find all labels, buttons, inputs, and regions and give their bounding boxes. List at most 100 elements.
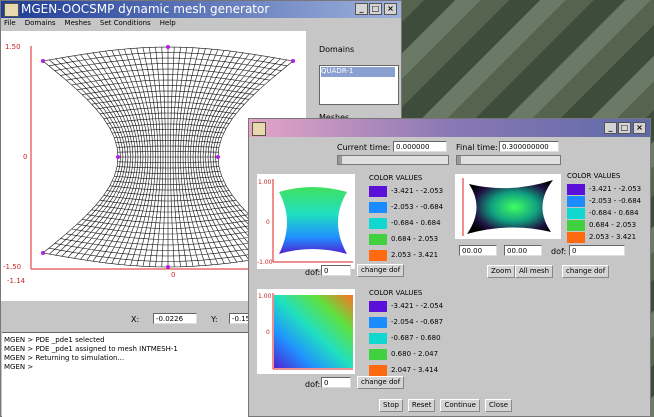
mesh-line	[99, 199, 237, 207]
mesh-line	[76, 223, 260, 235]
legend-label: 2.047 - 3.414	[391, 366, 439, 374]
dof[interactable]: 0	[321, 265, 351, 276]
current-time[interactable]: 0.000000	[393, 141, 447, 152]
mesh-line	[117, 151, 219, 153]
surface-plot	[455, 174, 561, 239]
menu-item[interactable]: Set Conditions	[99, 19, 151, 27]
mesh-line	[54, 57, 282, 71]
button[interactable]: Stop	[379, 399, 403, 412]
mesh-line	[117, 161, 219, 163]
button[interactable]: Reset	[407, 399, 436, 412]
mesh-line	[71, 74, 265, 86]
mesh-node	[41, 59, 45, 63]
mesh-line	[48, 52, 288, 67]
legend-swatch	[567, 232, 585, 243]
legend-label: -2.053 - -0.684	[391, 203, 444, 211]
mesh-line	[91, 96, 245, 105]
view-angle[interactable]: 00.00	[459, 245, 497, 256]
legend-swatch	[369, 234, 387, 245]
legend-swatch	[369, 349, 387, 360]
button[interactable]: Close	[484, 399, 513, 412]
title-bar	[1, 1, 401, 18]
dof-label: dof:	[305, 380, 321, 389]
legend-title: COLOR VALUES	[567, 172, 621, 180]
legend-label: 2.053 - 3.421	[589, 233, 637, 241]
legend-label: 0.684 - 2.053	[391, 235, 439, 243]
button[interactable]: change dof	[357, 376, 405, 389]
current-time-label: Current time:	[337, 143, 391, 152]
legend-swatch	[369, 365, 387, 376]
menu-item[interactable]: Meshes	[64, 19, 91, 27]
x-label: 0	[171, 271, 175, 279]
close[interactable]: ×	[633, 122, 646, 134]
x-label: -1.14	[7, 277, 26, 285]
legend-swatch	[369, 317, 387, 328]
button[interactable]: change dof	[357, 264, 405, 277]
y-label: -1.50	[3, 263, 21, 271]
x-coord-label: X:	[131, 315, 140, 324]
x-coord[interactable]: -0.0226	[153, 313, 197, 324]
dof[interactable]: 0	[321, 377, 351, 388]
mesh-line	[71, 228, 265, 240]
mesh-line	[60, 238, 276, 251]
legend-label: -0.684 - 0.684	[391, 219, 441, 227]
menu-item[interactable]: Domains	[24, 19, 56, 27]
mesh-line	[106, 190, 230, 196]
legend-swatch	[567, 196, 585, 207]
mesh-line	[115, 171, 221, 174]
minimize[interactable]: _	[604, 122, 617, 134]
console-line: MGEN >	[4, 363, 34, 371]
legend-swatch	[369, 301, 387, 312]
menu-item[interactable]: Help	[159, 19, 176, 27]
dof-label: dof:	[305, 268, 321, 277]
console-line: MGEN > Returning to simulation...	[4, 354, 125, 362]
view-angle[interactable]: 00.00	[504, 245, 542, 256]
meshes-label: Meshes	[319, 113, 349, 122]
legend-label: -0.687 - 0.680	[391, 334, 441, 342]
mesh-line	[82, 85, 254, 95]
button[interactable]: Continue	[440, 399, 480, 412]
console-line: MGEN > PDE _pde1 selected	[4, 336, 105, 344]
dof[interactable]: 0	[569, 245, 625, 256]
legend-title: COLOR VALUES	[369, 174, 423, 182]
field-plot: 1.00 0 -1.00	[257, 174, 355, 269]
mesh-node	[116, 155, 120, 159]
legend-label: 2.053 - 3.421	[391, 251, 439, 259]
mesh-line	[91, 209, 245, 218]
app-icon	[4, 3, 19, 17]
legend-swatch	[369, 186, 387, 197]
final-time[interactable]: 0.300000000	[499, 141, 559, 152]
mesh-line	[95, 204, 241, 213]
domain-item[interactable]: QUADR-1	[321, 67, 395, 77]
mesh-line	[109, 185, 227, 191]
legend-label: 0.684 - 2.053	[589, 221, 637, 229]
mesh-line	[87, 90, 249, 100]
button[interactable]: change dof	[562, 265, 610, 278]
mesh-line	[112, 180, 224, 185]
button[interactable]: All mesh	[515, 265, 554, 278]
legend-label: -3.421 - -2.053	[391, 187, 444, 195]
final-slider[interactable]	[456, 155, 561, 165]
legend-swatch	[369, 250, 387, 261]
y-label: 1.00	[258, 179, 272, 186]
y-label: 1.00	[258, 293, 272, 300]
app-icon	[252, 122, 266, 136]
legend-swatch	[369, 202, 387, 213]
mesh-line	[76, 79, 260, 91]
maximize[interactable]: □	[618, 122, 631, 134]
close[interactable]: ×	[384, 3, 397, 15]
button[interactable]: Zoom	[487, 265, 516, 278]
mesh-line	[103, 112, 233, 119]
mesh-line	[87, 214, 249, 224]
time-slider[interactable]	[337, 155, 449, 165]
maximize[interactable]: □	[369, 3, 382, 15]
y-label: 0	[266, 219, 270, 226]
mesh-line	[114, 175, 222, 180]
minimize[interactable]: _	[355, 3, 368, 15]
menu-item[interactable]: File	[4, 19, 16, 27]
y-label: 1.50	[5, 43, 21, 51]
mesh-line	[66, 68, 270, 81]
legend-swatch	[567, 184, 585, 195]
legend-label: -2.054 - -0.687	[391, 318, 444, 326]
